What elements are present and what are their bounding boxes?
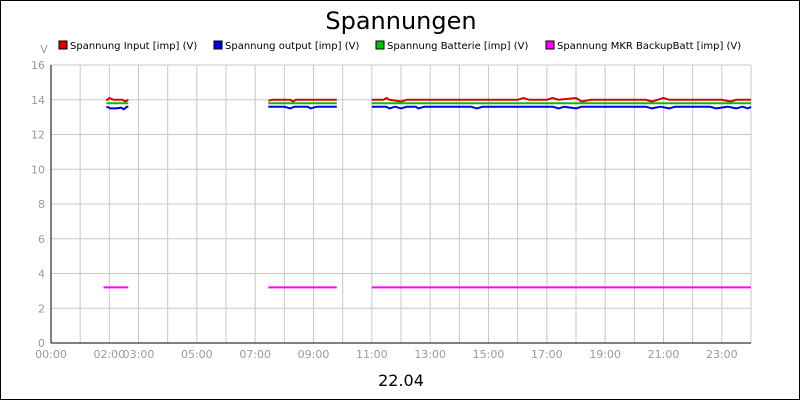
legend-label: Spannung Input [imp] (V) [70,41,197,52]
legend: Spannung Input [imp] (V) Spannung output … [58,40,741,52]
x-tick-label: 23:00 [706,348,738,361]
series-line-1 [106,105,129,111]
y-tick-label: 12 [31,129,45,142]
legend-swatch [58,40,68,50]
series-layer [103,97,752,289]
y-tick-label: 0 [38,337,45,350]
legend-swatch [375,40,385,50]
legend-swatch [545,40,555,50]
series-line-1 [268,105,337,110]
y-tick-label: 6 [38,233,45,246]
x-tick-label: 02:00 [93,348,125,361]
legend-swatch [213,40,223,50]
y-tick-label: 14 [31,94,45,107]
y-tick-label: 2 [38,302,45,315]
x-tick-label: 15:00 [473,348,505,361]
x-tick-label: 05:00 [181,348,213,361]
x-axis-label: 22.04 [378,371,424,390]
y-tick-label: 16 [31,59,45,72]
x-tick-label: 21:00 [648,348,680,361]
legend-label: Spannung output [imp] (V) [225,41,359,52]
series-line-0 [268,98,337,103]
y-axis-label: V [40,43,48,56]
chart-title: Spannungen [325,7,476,35]
x-tick-label: 17:00 [531,348,563,361]
series-line-0 [105,97,129,103]
y-tick-label: 10 [31,163,45,176]
x-tick-label: 07:00 [239,348,271,361]
legend-label: Spannung MKR BackupBatt [imp] (V) [557,41,741,52]
series-line-0 [371,97,751,103]
x-tick-label: 11:00 [356,348,388,361]
x-tick-label: 13:00 [414,348,446,361]
legend-label: Spannung Batterie [imp] (V) [387,41,528,52]
y-tick-label: 8 [38,198,45,211]
x-tick-label: 19:00 [589,348,621,361]
x-tick-label: 00:00 [35,348,67,361]
y-tick-label: 4 [38,268,45,281]
series-line-1 [371,105,752,110]
x-tick-label: 03:00 [123,348,155,361]
x-tick-label: 09:00 [298,348,330,361]
